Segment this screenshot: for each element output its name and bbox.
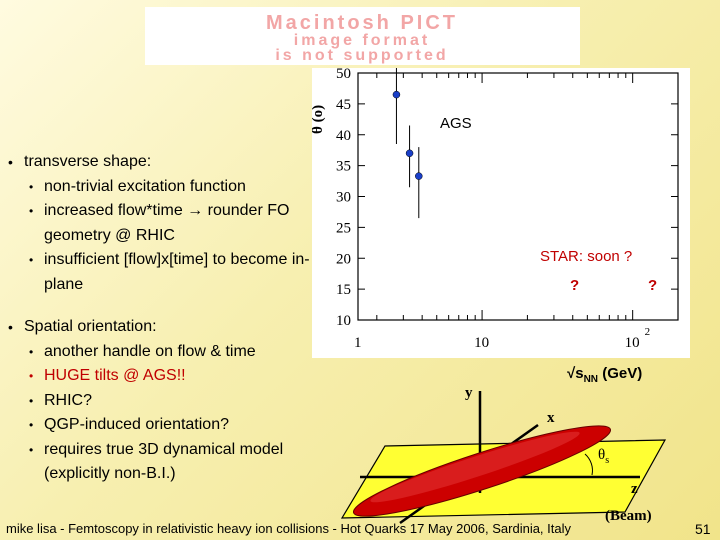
- pict-line-2: image format: [294, 32, 430, 49]
- question-mark-2: ?: [648, 277, 657, 294]
- z-axis-letter: z: [631, 481, 638, 497]
- ags-label: AGS: [440, 115, 472, 132]
- data-point-marker: [392, 90, 401, 99]
- x-axis-title: √sNN (GeV): [567, 365, 642, 385]
- y-tick-label: 50: [336, 68, 351, 82]
- x-tick-label: 10: [474, 335, 489, 351]
- beam-label: (Beam): [605, 508, 652, 524]
- sub-bullet: requires true 3D dynamical model (explic…: [6, 438, 311, 487]
- sub-bullet: RHIC?: [6, 389, 311, 414]
- pict-line-3: is not supported: [275, 47, 448, 64]
- sub-bullet: insufficient [flow]x[time] to become in-…: [6, 248, 311, 297]
- y-axis-letter: y: [465, 385, 473, 401]
- x-tick-label: 10: [625, 335, 640, 351]
- y-tick-label: 40: [336, 128, 351, 144]
- sub-bullet: increased flow*time → rounder FO geometr…: [6, 199, 311, 248]
- bullet-transverse-label: transverse shape:: [24, 153, 152, 170]
- sub-bullet-text: HUGE tilts @ AGS!!: [44, 367, 186, 384]
- bullet-list: transverse shape: non-trivial excitation…: [6, 150, 311, 487]
- x-axis-letter: x: [547, 410, 555, 426]
- sub-bullet-highlight: HUGE tilts @ AGS!!: [6, 364, 311, 389]
- theta-s-label: θs: [598, 447, 609, 466]
- y-tick-label: 35: [336, 159, 351, 175]
- sub-bullet-text: requires true 3D dynamical model (explic…: [44, 440, 284, 483]
- footer-citation: mike lisa - Femtoscopy in relativistic h…: [6, 521, 571, 536]
- bullet-spatial-label: Spatial orientation:: [24, 318, 157, 335]
- sub-bullet-text: RHIC?: [44, 391, 93, 409]
- pict-placeholder-image: Macintosh PICT image format is not suppo…: [145, 7, 580, 65]
- bullet-spatial: Spatial orientation:: [6, 315, 311, 340]
- y-axis-ticks: 10 15 20 25 30 35 40 45 50: [336, 66, 678, 329]
- ellipse-highlight: [370, 431, 580, 503]
- page-number: 51: [695, 521, 711, 537]
- tilted-source-ellipse: [352, 425, 612, 517]
- y-tick-label: 10: [336, 313, 351, 329]
- sub-bullet-text: non-trivial excitation function: [44, 177, 246, 195]
- sub-bullet: non-trivial excitation function: [6, 175, 311, 200]
- sub-bullet: another handle on flow & time: [6, 340, 311, 365]
- collision-geometry-diagram: √sNN (GeV) y x θs z (Beam): [310, 355, 720, 525]
- plot-frame: [357, 72, 679, 321]
- question-mark-1: ?: [570, 277, 579, 294]
- sub-bullet: QGP-induced orientation?: [6, 413, 311, 438]
- y-tick-label: 25: [336, 220, 351, 236]
- y-tick-label: 45: [336, 97, 351, 113]
- sub-bullet-text: another handle on flow & time: [44, 342, 256, 360]
- data-point-marker: [415, 172, 423, 180]
- y-tick-label: 20: [336, 251, 351, 267]
- pict-line-1: Macintosh PICT: [266, 12, 458, 34]
- sub-bullet-text: increased flow*time → rounder FO geometr…: [44, 202, 290, 244]
- data-point-marker: [405, 149, 414, 158]
- y-tick-label: 30: [336, 190, 351, 206]
- sub-bullet-text: QGP-induced orientation?: [44, 416, 229, 433]
- sub-bullet-text: insufficient [flow]x[time] to become in-…: [44, 251, 310, 293]
- data-points: [392, 66, 423, 219]
- y-axis-label: θ (o): [312, 105, 326, 134]
- y-tick-label: 15: [336, 282, 351, 298]
- star-soon-label: STAR: soon ?: [540, 248, 632, 265]
- x-tick-exponent: 2: [645, 326, 651, 338]
- tilt-angle-arc: [584, 453, 593, 476]
- bullet-transverse: transverse shape:: [6, 150, 311, 175]
- x-axis-ticks: 1 10 10 2: [354, 73, 679, 351]
- x-tick-label: 1: [354, 335, 362, 351]
